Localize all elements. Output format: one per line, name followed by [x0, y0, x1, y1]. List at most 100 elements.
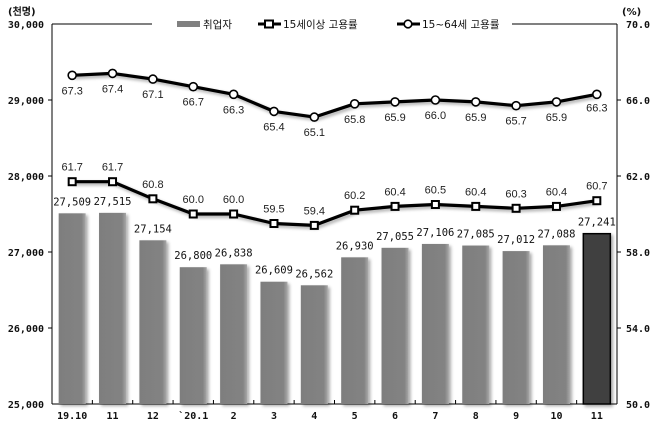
- bar: [421, 243, 449, 404]
- line-value-label: 65.1: [304, 127, 325, 139]
- line-value-label: 65.9: [384, 112, 405, 124]
- legend: 취업자 15세이상 고용률 15~64세 고용률: [177, 18, 500, 31]
- square-marker-icon: [188, 209, 198, 219]
- line-value-label: 66.7: [183, 97, 204, 109]
- category-label: 10: [550, 411, 562, 422]
- square-marker-icon: [229, 209, 239, 219]
- square-marker-icon: [108, 177, 118, 187]
- bar-value-label: 26,609: [255, 265, 293, 277]
- category-label: 4: [311, 411, 317, 422]
- square-marker-icon: [264, 19, 274, 29]
- category-label: 19.10: [57, 411, 87, 422]
- bar-value-label: 27,012: [497, 234, 535, 246]
- circle-marker-icon: [390, 97, 400, 107]
- right-tick-label: 50.0: [626, 400, 650, 411]
- circle-marker-icon: [188, 81, 199, 92]
- bar-swatch-icon: [177, 21, 200, 27]
- bar-value-label: 27,106: [416, 227, 454, 239]
- bar: [462, 245, 490, 404]
- category-label: 2: [231, 411, 237, 422]
- line-value-label: 65.9: [465, 112, 486, 124]
- bar: [300, 285, 328, 404]
- line-value-label: 59.4: [304, 205, 325, 217]
- line-series-15-64: 67.3 67.4 67.1 66.7 66.3 65.4 65.1 65.8 65.9 66.0…: [61, 68, 608, 139]
- bar-value-label: 27,241: [578, 217, 616, 229]
- circle-marker-icon: [67, 70, 77, 81]
- category-label: 6: [392, 411, 398, 422]
- line-value-label: 61.7: [102, 162, 123, 174]
- circle-marker-icon: [403, 19, 413, 29]
- bar: [179, 267, 207, 404]
- category-label: 12: [147, 411, 159, 422]
- line-value-label: 60.0: [183, 194, 204, 206]
- line-value-label: 65.4: [263, 121, 284, 133]
- line-value-label: 60.0: [223, 194, 244, 206]
- square-marker-icon: [67, 177, 77, 187]
- line-value-label: 59.5: [263, 204, 284, 216]
- square-marker-icon: [430, 200, 440, 209]
- line-value-label: 67.1: [142, 89, 163, 101]
- category-label: 7: [432, 411, 438, 422]
- line-value-label: 60.7: [586, 181, 607, 193]
- bar-value-label: 27,509: [53, 196, 91, 208]
- square-marker-icon: [309, 220, 319, 230]
- category-label: 9: [513, 411, 519, 422]
- circle-marker-icon: [269, 106, 279, 117]
- square-marker-icon: [592, 196, 602, 206]
- circle-marker-icon: [551, 97, 562, 107]
- bar: [582, 232, 612, 405]
- right-tick-label: 62.0: [626, 172, 650, 183]
- line-value-label: 60.8: [142, 179, 163, 191]
- category-label: 8: [473, 411, 479, 422]
- line-value-label: 66.3: [223, 104, 244, 116]
- bar: [260, 281, 288, 404]
- line-value-label: 65.8: [344, 114, 365, 126]
- bar-value-label: 26,562: [295, 268, 333, 280]
- circle-marker-icon: [430, 95, 441, 105]
- bar-value-label: 27,055: [376, 231, 414, 243]
- square-marker-icon: [511, 203, 521, 213]
- bar-value-label: 27,085: [457, 229, 495, 241]
- square-marker-icon: [148, 194, 158, 204]
- square-marker-icon: [390, 201, 400, 211]
- square-marker-icon: [471, 201, 481, 211]
- left-tick-label: 28,000: [8, 172, 44, 183]
- circle-marker-icon: [228, 89, 239, 100]
- line-value-label: 67.4: [102, 83, 123, 95]
- bar-value-label: 27,515: [94, 196, 132, 208]
- circle-marker-icon: [148, 74, 158, 84]
- line-value-label: 60.4: [546, 186, 567, 198]
- bar-value-label: 26,930: [336, 240, 374, 252]
- bar-value-label: 26,838: [215, 247, 253, 259]
- right-tick-label: 66.0: [626, 96, 650, 107]
- bar: [139, 240, 167, 404]
- bar: [381, 247, 409, 404]
- line-value-label: 67.3: [61, 85, 82, 97]
- left-tick-label: 27,000: [8, 248, 44, 259]
- line-series-15plus: 61.7 61.7 60.8 60.0 60.0 59.5 59.4 60.2 60.4 60.5…: [61, 162, 608, 230]
- right-tick-label: 54.0: [626, 324, 650, 335]
- legend-item-15-64: 15~64세 고용률: [397, 19, 500, 31]
- bar-value-label: 26,800: [174, 250, 212, 262]
- right-axis-unit: (%): [622, 7, 641, 18]
- category-axis-labels: 19.10 11 12 `20.1 2 3 4 5 6 7 8 9 10 11: [57, 400, 603, 422]
- legend-label: 15세이상 고용률: [283, 19, 358, 31]
- legend-label: 15~64세 고용률: [422, 19, 500, 31]
- bar: [58, 213, 86, 404]
- legend-item-15plus: 15세이상 고용률: [258, 19, 358, 31]
- line-value-label: 65.9: [546, 112, 567, 124]
- circle-marker-icon: [592, 89, 602, 100]
- legend-label: 취업자: [203, 18, 232, 31]
- left-axis-unit: (천명): [8, 5, 36, 18]
- left-tick-label: 30,000: [8, 20, 44, 31]
- line-value-label: 61.7: [61, 162, 82, 174]
- line-value-label: 60.5: [425, 185, 446, 197]
- axes: [51, 23, 618, 405]
- line-value-label: 65.7: [505, 116, 526, 128]
- bar: [502, 251, 530, 404]
- category-label: 11: [591, 411, 603, 422]
- right-axis-ticks: 70.0 66.0 62.0 58.0 54.0 50.0: [617, 20, 650, 411]
- bar: [99, 212, 127, 404]
- line-value-label: 60.4: [384, 186, 405, 198]
